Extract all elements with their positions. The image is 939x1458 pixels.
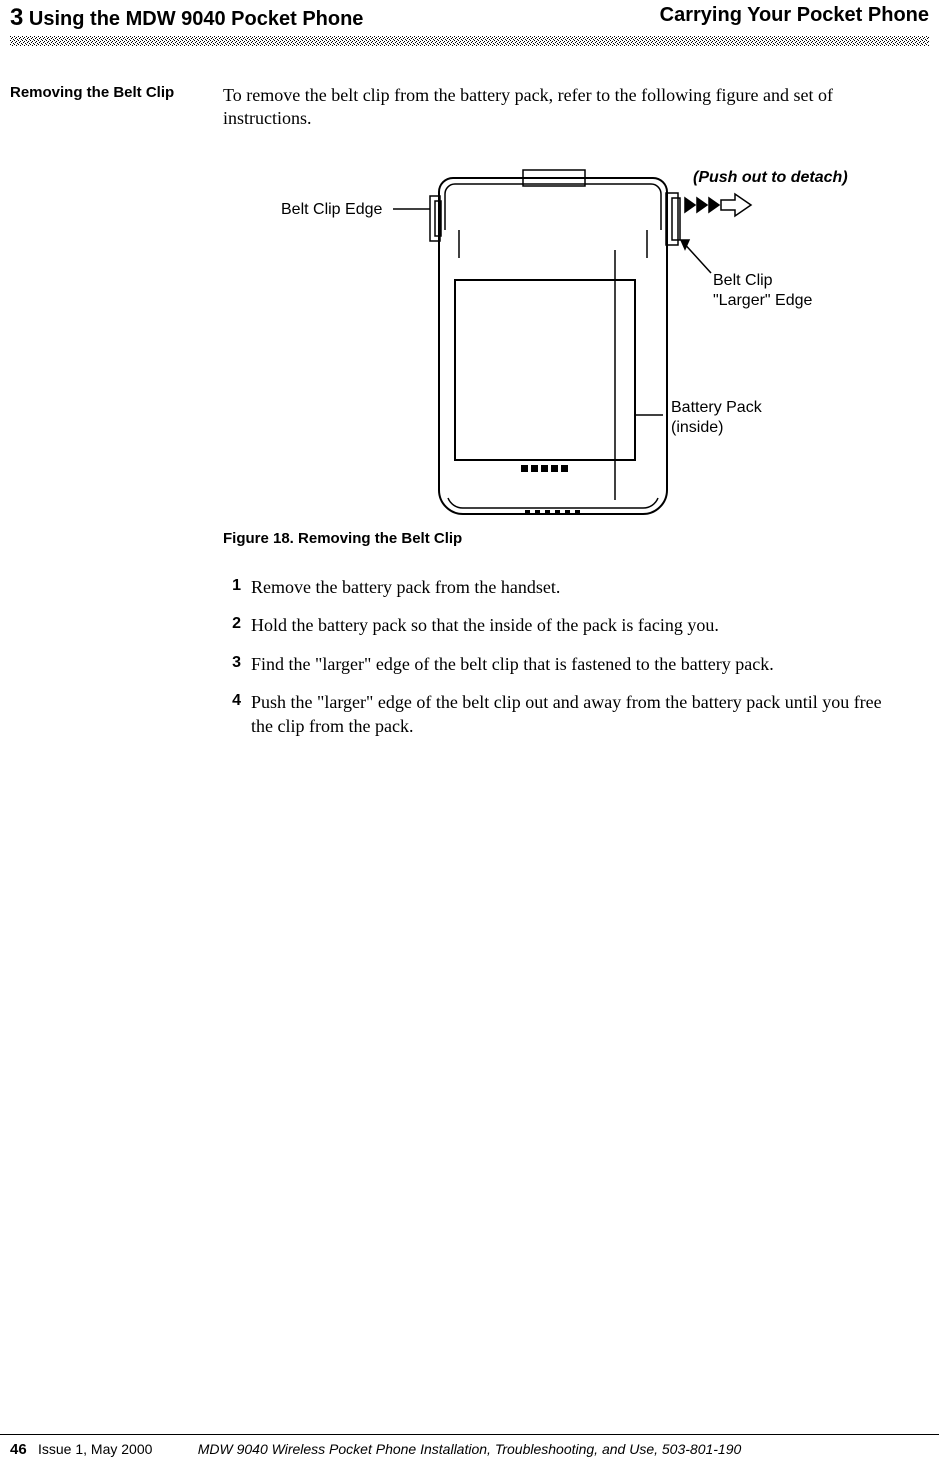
step-text: Find the "larger" edge of the belt clip … [251, 652, 903, 676]
step-4: 4 Push the "larger" edge of the belt cli… [223, 690, 903, 739]
section-heading: Carrying Your Pocket Phone [660, 4, 929, 27]
label-battery-2: (inside) [671, 419, 723, 436]
figure-caption: Figure 18. Removing the Belt Clip [223, 530, 462, 547]
step-text: Remove the battery pack from the handset… [251, 575, 903, 599]
step-num: 1 [223, 575, 251, 599]
step-1: 1 Remove the battery pack from the hands… [223, 575, 903, 599]
label-belt-clip-edge: Belt Clip Edge [281, 201, 382, 218]
larger-edge-pointer [681, 240, 711, 273]
step-2: 2 Hold the battery pack so that the insi… [223, 613, 903, 637]
page-footer: 46 Issue 1, May 2000 MDW 9040 Wireless P… [0, 1434, 939, 1435]
push-arrow-icon [685, 194, 751, 216]
step-text: Push the "larger" edge of the belt clip … [251, 690, 903, 739]
figure-18: Belt Clip Edge (Push out to detach) Belt… [223, 160, 903, 530]
steps-list: 1 Remove the battery pack from the hands… [223, 575, 903, 752]
step-num: 4 [223, 690, 251, 739]
label-larger-edge-2: "Larger" Edge [713, 292, 813, 309]
step-num: 2 [223, 613, 251, 637]
chapter-number: 3 [10, 4, 23, 31]
doc-title: MDW 9040 Wireless Pocket Phone Installat… [0, 1441, 939, 1457]
label-push-detach: (Push out to detach) [693, 169, 848, 186]
step-text: Hold the battery pack so that the inside… [251, 613, 903, 637]
margin-heading: Removing the Belt Clip [10, 84, 205, 101]
label-battery-1: Battery Pack [671, 399, 763, 416]
chapter-heading: 3 Using the MDW 9040 Pocket Phone [10, 4, 363, 32]
label-larger-edge-1: Belt Clip [713, 272, 773, 289]
indicator-squares [521, 465, 568, 472]
intro-paragraph: To remove the belt clip from the battery… [223, 84, 903, 131]
step-num: 3 [223, 652, 251, 676]
step-3: 3 Find the "larger" edge of the belt cli… [223, 652, 903, 676]
chapter-title: Using the MDW 9040 Pocket Phone [29, 8, 364, 30]
header-divider [10, 36, 929, 46]
